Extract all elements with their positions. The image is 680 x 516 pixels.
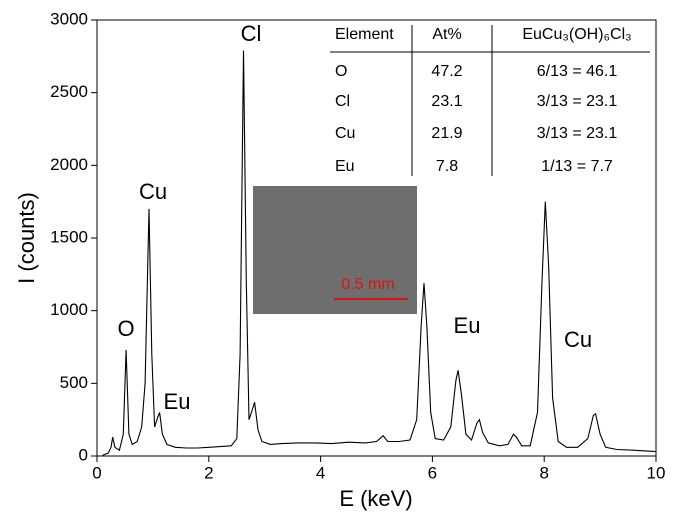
table-cell: Cu <box>335 125 355 142</box>
peak-label: Eu <box>164 389 191 414</box>
table-cell: 21.9 <box>431 125 462 142</box>
peak-label: Cu <box>139 179 167 204</box>
table-cell: 1/13 = 7.7 <box>541 158 613 175</box>
table-header: Element <box>335 26 394 43</box>
x-tick-label: 0 <box>92 463 101 482</box>
y-tick-label: 3000 <box>50 9 88 28</box>
table-header: At% <box>432 26 461 43</box>
y-tick-label: 500 <box>60 373 88 392</box>
table-cell: O <box>335 63 347 80</box>
peak-label: Eu <box>454 313 481 338</box>
x-tick-label: 4 <box>316 463 325 482</box>
y-tick-label: 1500 <box>50 227 88 246</box>
table-cell: Eu <box>335 158 355 175</box>
table-cell: 3/13 = 23.1 <box>537 125 618 142</box>
y-tick-label: 0 <box>79 445 88 464</box>
peak-label: O <box>117 316 134 341</box>
table-cell: 7.8 <box>436 158 458 175</box>
peak-label: Cu <box>564 327 592 352</box>
y-tick-label: 2000 <box>50 155 88 174</box>
spectrum-line <box>102 50 657 456</box>
x-tick-label: 10 <box>647 463 666 482</box>
table-cell: 6/13 = 46.1 <box>537 63 618 80</box>
x-axis-title: E (keV) <box>339 486 412 511</box>
scale-bar-label: 0.5 mm <box>341 276 394 293</box>
y-tick-label: 1000 <box>50 300 88 319</box>
x-tick-label: 2 <box>204 463 213 482</box>
peak-label: Cl <box>241 21 262 46</box>
inset-image: 0.5 mm <box>253 186 417 314</box>
table-cell: 3/13 = 23.1 <box>537 93 618 110</box>
table <box>330 25 650 176</box>
table-cell: 23.1 <box>431 93 462 110</box>
x-tick-label: 6 <box>428 463 437 482</box>
table-cell: Cl <box>335 93 350 110</box>
table-cell: 47.2 <box>431 63 462 80</box>
sem-image <box>253 186 417 314</box>
table-header: EuCu₃(OH)₆Cl₃ <box>522 26 631 43</box>
x-tick-label: 8 <box>539 463 548 482</box>
y-tick-label: 2500 <box>50 82 88 101</box>
y-axis-title: I (counts) <box>14 192 39 284</box>
